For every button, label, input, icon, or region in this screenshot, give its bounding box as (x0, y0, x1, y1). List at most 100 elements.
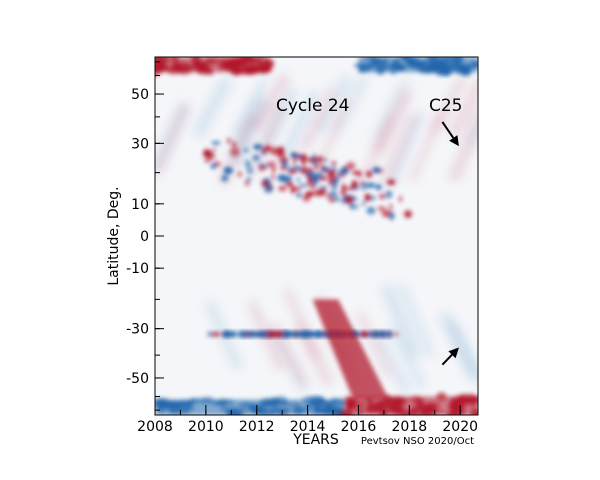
polar-patch (267, 409, 276, 415)
polar-patch (334, 398, 347, 406)
polar-patch (357, 402, 365, 407)
polar-patch (387, 401, 396, 407)
active-region-patch (341, 167, 349, 175)
active-region-patch (323, 158, 328, 162)
active-region-patch (311, 173, 317, 181)
active-region-patch (254, 331, 264, 337)
arrows (441, 121, 459, 366)
feature-polar-north-early (155, 57, 275, 77)
active-region-patch (319, 176, 328, 181)
active-region-patch (386, 329, 393, 339)
surge-band (312, 299, 389, 400)
x-axis: 2008 2010 2012 2014 2016 2018 2020 (137, 405, 478, 435)
active-region-patch (292, 160, 297, 165)
active-region-patch (375, 184, 382, 191)
polar-patch (285, 402, 302, 407)
polar-patch (452, 61, 461, 66)
polar-patch (345, 404, 355, 411)
y-tick-label: 0 (140, 229, 149, 245)
active-region-patch (252, 144, 263, 150)
polar-patch (414, 398, 425, 405)
polar-patch (389, 407, 406, 415)
active-region-patch (268, 331, 274, 337)
active-region-patch (288, 174, 292, 182)
active-region-patch (243, 148, 250, 153)
wash-streak (313, 75, 354, 136)
active-region-patch (385, 190, 393, 199)
polar-patch (338, 410, 355, 415)
polar-patch (158, 406, 165, 414)
active-region-patch (258, 165, 266, 171)
active-region-patch (281, 157, 289, 163)
active-region-patch (276, 330, 285, 338)
x-tick-label: 2008 (137, 419, 173, 435)
active-region-patch (302, 164, 307, 171)
active-region-patch (212, 147, 216, 151)
active-region-patch (265, 144, 271, 152)
active-region-patch (211, 141, 221, 145)
polar-patch (461, 396, 472, 402)
x-tick-label: 2012 (239, 419, 275, 435)
polar-patch (191, 61, 207, 69)
polar-patch (157, 398, 170, 407)
active-region-patch (237, 171, 243, 178)
active-region-patch (380, 329, 386, 339)
wash-streak (429, 74, 468, 135)
active-region-patch (296, 176, 301, 183)
polar-patch (237, 57, 249, 67)
active-region-patch (350, 204, 359, 210)
active-region-patch (227, 137, 231, 144)
polar-patch (448, 409, 467, 415)
active-region-patch (269, 146, 280, 155)
active-region-patch (260, 150, 268, 155)
active-region-patch (321, 188, 327, 194)
polar-patch (408, 59, 424, 69)
polar-patch (166, 400, 181, 407)
active-region-patch (332, 179, 339, 186)
arrow-shaft (441, 121, 455, 139)
y-tick-label: 50 (131, 87, 149, 103)
active-region-patch (389, 203, 393, 211)
active-region-patch (258, 329, 269, 339)
active-region-patch (372, 166, 381, 174)
active-region-patch (361, 181, 368, 191)
active-region-patch (404, 210, 412, 218)
active-region-patch (277, 146, 285, 156)
wash-streak (447, 76, 478, 139)
polar-patch (313, 397, 327, 405)
active-region-patch (330, 161, 337, 166)
wash-streak (379, 112, 419, 187)
active-region-patch (290, 152, 297, 159)
north-c25-arrow (441, 121, 459, 147)
active-region-patch (221, 175, 229, 182)
wash-streak (464, 119, 478, 149)
active-region-patch (287, 331, 298, 338)
active-region-patch (279, 165, 285, 170)
polar-patch (370, 60, 385, 67)
active-region-patch (305, 191, 314, 197)
polar-patch (399, 57, 411, 61)
active-region-patch (340, 191, 347, 196)
polar-patch (366, 402, 377, 413)
y-tick-label: -30 (126, 322, 149, 338)
active-region-patch (207, 331, 214, 338)
active-region-patch (321, 166, 331, 172)
active-region-patch (244, 179, 250, 187)
active-region-patch (223, 331, 234, 337)
active-region-patch (306, 157, 315, 162)
wash-streak (356, 310, 393, 378)
polar-patch (292, 406, 305, 415)
active-region-patch (357, 170, 362, 178)
wash-streak (250, 72, 292, 133)
feature-polar-south-late (338, 392, 478, 415)
polar-patch (414, 404, 429, 409)
active-region-patch (371, 330, 376, 339)
polar-patch (233, 408, 248, 414)
y-tick-label: -10 (126, 261, 149, 277)
wash-streak (192, 76, 233, 139)
wash-streak (281, 89, 321, 157)
arrow-shaft (441, 354, 453, 366)
polar-patch (450, 57, 463, 62)
active-region-patch (391, 332, 399, 336)
